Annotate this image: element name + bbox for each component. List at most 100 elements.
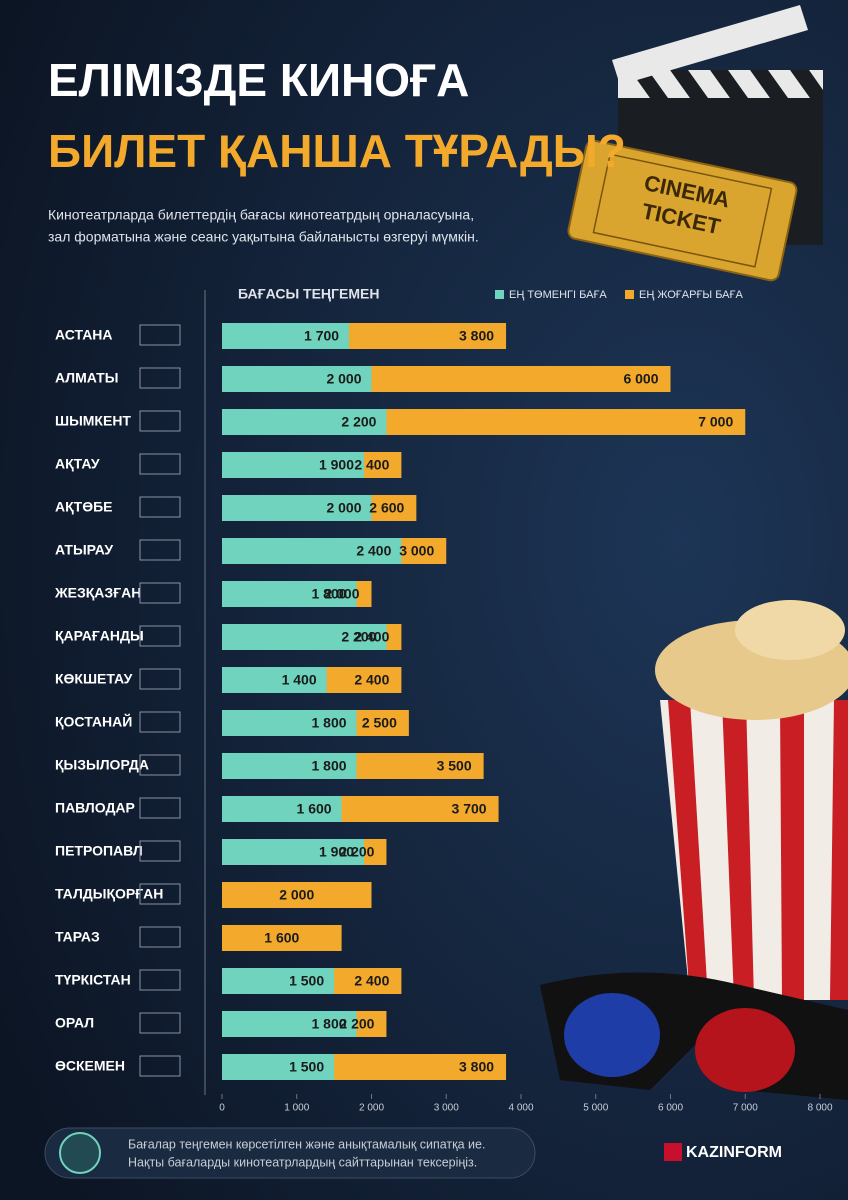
bar-min [222,495,372,521]
value-label: 2 400 [354,973,389,989]
bar-min [222,538,402,564]
category-label: АЛМАТЫ [55,370,118,386]
category-label: АҚТӨБЕ [55,499,113,515]
value-label: 7 000 [698,414,733,430]
city-icon [139,539,181,561]
value-label: 2 400 [354,672,389,688]
city-icon [139,711,181,733]
value-label: 2 000 [326,371,361,387]
city-icon [139,1055,181,1077]
category-label: ТАРАЗ [55,929,100,945]
x-tick-label: 6 000 [658,1103,683,1114]
city-icon [139,668,181,690]
city-icon [139,840,181,862]
value-label: 1 500 [289,1059,324,1075]
category-label: ӨСКЕМЕН [55,1058,125,1074]
bar-min [222,839,365,865]
category-label: ПАВЛОДАР [55,800,135,816]
value-label: 2 000 [279,887,314,903]
brand-logo [664,1143,682,1161]
city-icon [139,496,181,518]
value-label: 3 700 [452,801,487,817]
bar-min [222,710,357,736]
value-label: 2 400 [354,457,389,473]
category-label: АСТАНА [55,327,113,343]
value-label: 2 000 [324,586,359,602]
value-label: 2 400 [356,543,391,559]
note: Нақты бағаларды кинотеатрлардың сайттары… [128,1155,477,1169]
bar-min [222,366,372,392]
value-label: 2 200 [341,629,376,645]
title: ЕЛІМІЗДЕ КИНОҒА [48,54,469,106]
bulb-icon [59,1132,101,1174]
bar-min [222,409,387,435]
note: Бағалар теңгемен көрсетілген және анықта… [128,1137,485,1151]
bar-min [222,452,365,478]
subtitle: зал форматына және сеанс уақытына байлан… [48,229,479,245]
value-label: 3 800 [459,1059,494,1075]
value-label: 1 400 [282,672,317,688]
value-label: 1 900 [319,457,354,473]
value-label: 3 000 [399,543,434,559]
x-tick-label: 5 000 [583,1103,608,1114]
bar-max [222,925,342,951]
legend-label: ЕҢ ЖОҒАРҒЫ БАҒА [639,289,743,301]
value-label: 2 200 [341,414,376,430]
city-icon [139,969,181,991]
value-label: 2 400 [354,629,389,645]
category-label: ПЕТРОПАВЛ [55,843,143,859]
value-label: 2 600 [369,500,404,516]
value-label: 6 000 [623,371,658,387]
category-label: КӨКШЕТАУ [55,671,133,687]
city-icon [139,453,181,475]
bar-min [222,1011,357,1037]
bar-min [222,753,357,779]
value-label: 3 500 [437,758,472,774]
city-icon [139,324,181,346]
value-label: 1 800 [312,1016,347,1032]
category-label: ҚЫЗЫЛОРДА [55,757,149,773]
value-label: 1 700 [304,328,339,344]
category-label: АТЫРАУ [55,542,113,558]
category-label: ҚОСТАНАЙ [55,713,132,730]
value-label: 1 900 [319,844,354,860]
city-icon [139,410,181,432]
city-icon [139,367,181,389]
bar-min [222,667,327,693]
bar-max [222,882,372,908]
bar-min [222,1054,335,1080]
popcorn [655,600,848,1000]
subtitle: Кинотеатрларда билеттердің бағасы киноте… [48,207,474,223]
x-tick-label: 1 000 [284,1103,309,1114]
category-label: АҚТАУ [55,456,100,472]
note-box [44,1127,536,1179]
category-label: ТҮРКІСТАН [55,972,131,988]
value-label: 2 500 [362,715,397,731]
city-icon [139,797,181,819]
axis-label: БАҒАСЫ ТЕҢГЕМЕН [238,286,379,302]
plot: ЕҢ ТӨМЕНГІ БАҒА ЕҢ ЖОҒАРҒЫ БАҒА 0 1 000 2 00… [54,289,833,1114]
bar-min [222,968,335,994]
value-label: 1 600 [264,930,299,946]
legend-swatch [625,290,634,299]
x-tick-label: 0 [219,1103,225,1114]
city-icon [139,625,181,647]
value-label: 1 500 [289,973,324,989]
city-icon [139,883,181,905]
value-label: 1 600 [297,801,332,817]
bar-min [222,323,350,349]
value-label: 1 800 [312,758,347,774]
ticket: CINEMA TICKET [567,139,798,282]
brand: KAZINFORM [686,1144,782,1161]
title: БИЛЕТ ҚАНША ТҰРАДЫ? [48,125,626,177]
legend-label: ЕҢ ТӨМЕНГІ БАҒА [509,289,607,301]
3d-glasses [540,972,848,1100]
bar-min [222,796,342,822]
category-label: ҚАРАҒАНДЫ [55,628,144,644]
value-label: 2 200 [339,1016,374,1032]
bar-min [222,624,387,650]
category-label: ШЫМКЕНТ [55,413,131,429]
value-label: 2 000 [326,500,361,516]
value-label: 2 200 [339,844,374,860]
